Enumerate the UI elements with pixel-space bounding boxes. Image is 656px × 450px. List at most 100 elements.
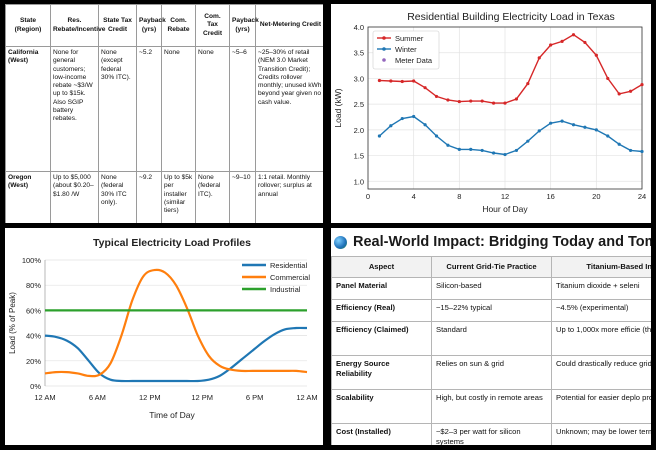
table-row: Scalability High, but costly in remote a…: [331, 389, 651, 424]
legend-commercial-label: Commercial: [270, 273, 310, 282]
header-state: State (Region): [5, 4, 51, 47]
table-row: Oregon (West) Up to $5,000 (about $0.20–…: [5, 171, 323, 223]
legend-meter-marker: [382, 58, 386, 62]
plot-frame: [367, 26, 643, 190]
titanium-cell: Up to 1,000x more efficie (theoretical): [551, 321, 651, 356]
x-tick-label: 4: [412, 192, 416, 201]
residential-series-line: [44, 326, 308, 383]
y-tick-label: 4.0: [354, 23, 364, 32]
y-tick-label: 60%: [26, 306, 41, 315]
y-tick-label: 2.0: [354, 126, 364, 135]
summer-point: [549, 43, 553, 47]
header-payback-res: Payback (yrs): [136, 4, 166, 47]
y-tick-label: 20%: [26, 357, 41, 366]
y-tick-label: 1.0: [354, 177, 364, 186]
header-current: Current Grid-Tie Practice: [431, 256, 552, 278]
header-aspect: Aspect: [331, 256, 432, 278]
summer-point: [514, 97, 519, 101]
x-axis-label: Hour of Day: [482, 204, 528, 214]
current-cell: ~$2–3 per watt for silicon systems: [431, 423, 552, 445]
aspect-cell: Scalability: [331, 389, 432, 424]
summer-point: [446, 98, 450, 102]
summer-point: [594, 53, 598, 57]
legend-box: [372, 30, 440, 70]
summer-point: [537, 56, 541, 60]
summer-point: [400, 79, 404, 84]
globe-icon: [334, 235, 347, 249]
impact-header: Real-World Impact: Bridging Today and To…: [331, 228, 651, 256]
table-row: Efficiency (Real) ~15–22% typical ~4.5% …: [331, 299, 651, 322]
y-axis-label: Load (kW): [333, 88, 343, 127]
x-tick-label: 6 PM: [246, 393, 264, 402]
impact-panel: Real-World Impact: Bridging Today and To…: [331, 228, 651, 445]
legend: Residential Commercial Industrial: [242, 261, 310, 294]
x-tick-label: 16: [546, 192, 554, 201]
current-cell: ~15–22% typical: [431, 299, 552, 322]
legend-residential-label: Residential: [270, 261, 307, 270]
winter-point: [583, 125, 587, 129]
res-rebate-cell: Up to $5,000 (about $0.20–$1.80 /W: [50, 171, 99, 223]
current-cell: Relies on sun & grid: [431, 355, 552, 390]
y-tick-label: 0%: [30, 382, 41, 391]
winter-point: [503, 152, 507, 157]
impact-header-row: Aspect Current Grid-Tie Practice Titaniu…: [331, 256, 651, 278]
net-metering-cell: 1:1 retail. Monthly rollover; surplus at…: [255, 171, 323, 223]
winter-point: [560, 119, 564, 123]
res-rebate-cell: None for general customers; low-income r…: [50, 46, 99, 172]
x-tick-label: 12 AM: [296, 393, 317, 402]
winter-point: [480, 148, 484, 153]
titanium-cell: ~4.5% (experimental): [551, 299, 651, 322]
impact-table: Aspect Current Grid-Tie Practice Titaniu…: [331, 256, 651, 445]
summer-point: [560, 39, 564, 44]
header-com-tax: Com. Tax Credit: [195, 4, 230, 47]
legend-winter-marker: [382, 47, 386, 51]
com-tax-cell: None: [195, 46, 230, 172]
legend-meter-label: Meter Data: [395, 56, 433, 65]
winter-point: [400, 116, 404, 121]
summer-point: [377, 78, 382, 83]
aspect-cell: Efficiency (Real): [331, 299, 432, 322]
y-tick-label: 40%: [26, 332, 41, 341]
y-axis-label: Load (% of Peak): [8, 292, 17, 354]
policy-table: State (Region) Res. Rebate/Incentive Sta…: [5, 4, 323, 223]
chart-title: Residential Building Electricity Load in…: [407, 11, 615, 23]
load-profiles-chart-panel: Typical Electricity Load Profiles 0% 20% 4…: [5, 228, 323, 445]
x-tick-label: 12 AM: [34, 393, 55, 402]
header-state-tax: State Tax Credit: [98, 4, 137, 47]
header-payback-com: Payback (yrs): [229, 4, 259, 47]
titanium-cell: Potential for easier deplo proven: [551, 389, 651, 424]
winter-point: [606, 134, 610, 138]
winter-point: [549, 121, 553, 125]
titanium-cell: Unknown; may be lower term: [551, 423, 651, 445]
summer-series-line: [379, 33, 643, 104]
texas-load-chart-panel: Residential Building Electricity Load in…: [331, 4, 651, 223]
winter-point: [446, 143, 450, 147]
x-tick-label: 8: [457, 192, 461, 201]
winter-point: [537, 129, 541, 133]
aspect-cell: Panel Material: [331, 277, 432, 300]
x-tick-label: 0: [366, 192, 370, 201]
winter-point: [377, 134, 382, 138]
x-tick-label: 12 PM: [139, 393, 161, 402]
summer-point: [628, 89, 633, 93]
com-rebate-cell: Up to $5k per installer (similar tiers): [161, 171, 196, 223]
state-tax-cell: None (federal 30% ITC only).: [98, 171, 137, 223]
x-tick-label: 20: [592, 192, 600, 201]
table-row: Cost (Installed) ~$2–3 per watt for sili…: [331, 423, 651, 445]
winter-point: [412, 114, 416, 119]
com-tax-cell: None (federal ITC).: [195, 171, 230, 223]
summer-point: [480, 99, 484, 103]
state-cell: Oregon (West): [5, 171, 51, 223]
load-profiles-chart: Typical Electricity Load Profiles 0% 20% 4…: [8, 237, 318, 420]
y-tick-label: 100%: [22, 256, 42, 265]
net-metering-cell: ~25–30% of retail (NEM 3.0 Market Transi…: [255, 46, 323, 172]
y-tick-label: 3.0: [354, 74, 364, 83]
header-titanium: Titanium-Based Inn: [551, 256, 651, 278]
winter-point: [571, 123, 576, 127]
legend-winter-label: Winter: [395, 45, 417, 54]
legend: Summer Winter Meter Data: [372, 30, 440, 70]
header-net-metering: Net-Metering Credit: [255, 4, 323, 47]
legend-industrial-label: Industrial: [270, 285, 301, 294]
titanium-cell: Could drastically reduce grid: [551, 355, 651, 390]
winter-point: [423, 123, 427, 127]
